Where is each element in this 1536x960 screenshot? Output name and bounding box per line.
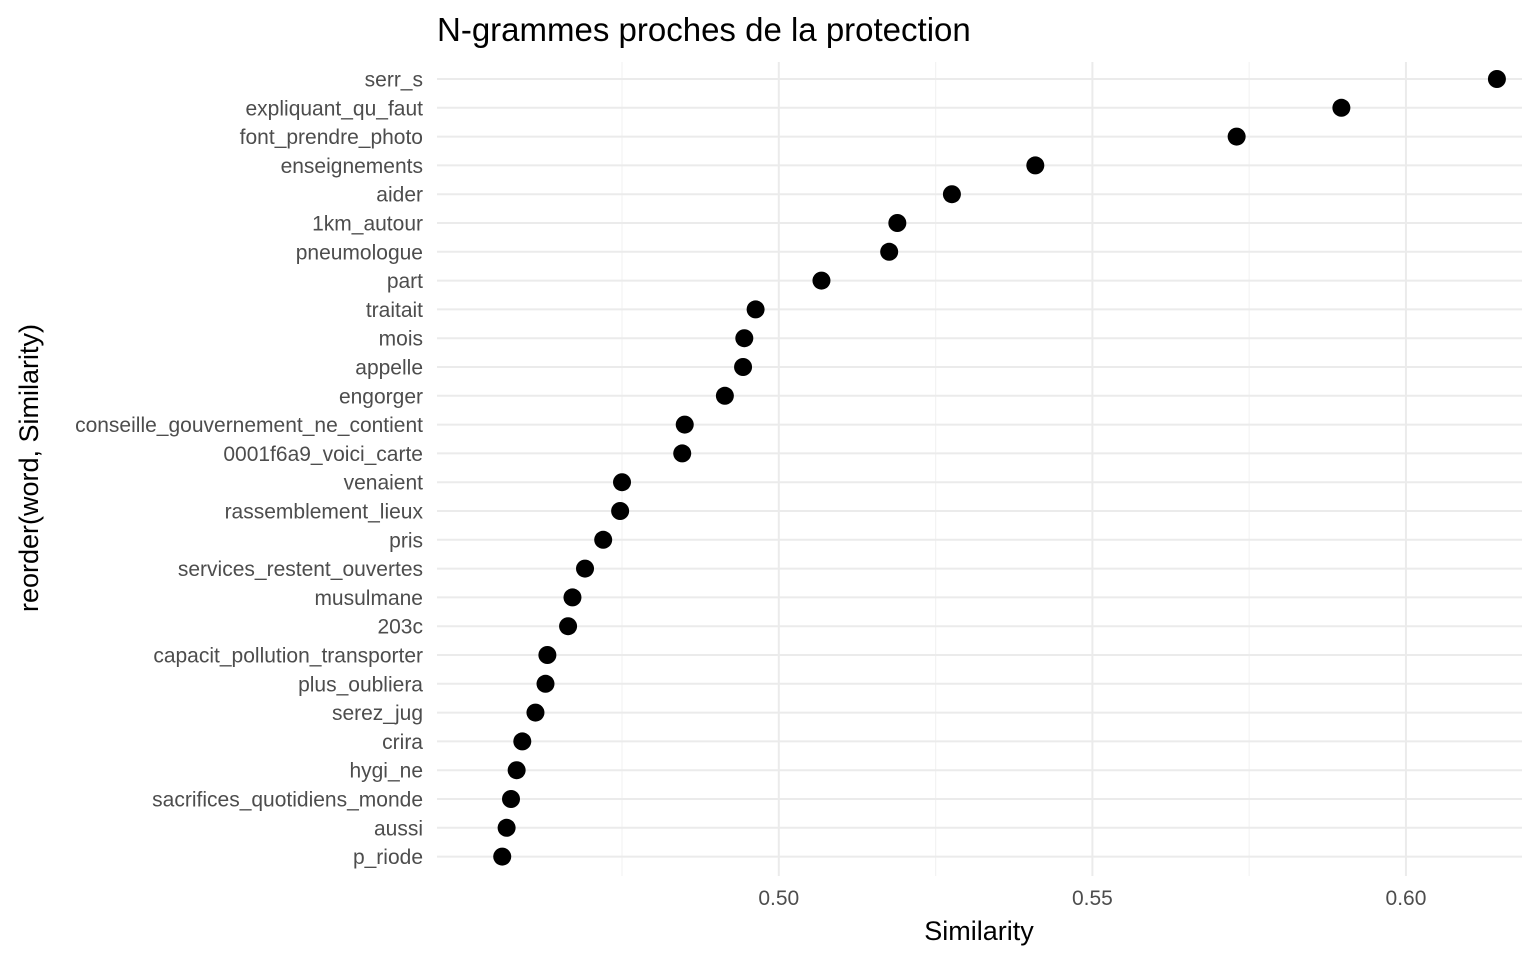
data-point xyxy=(735,329,754,348)
data-point xyxy=(576,559,595,578)
x-tick-label: 0.55 xyxy=(1072,887,1113,910)
data-point xyxy=(502,790,521,808)
data-point xyxy=(526,703,545,722)
y-tick-label: traitait xyxy=(366,299,423,322)
data-point xyxy=(880,242,899,261)
data-point xyxy=(497,818,516,837)
y-tick-label: conseille_gouvernement_ne_contient xyxy=(75,414,423,437)
y-tick-labels: serr_s expliquant_qu_faut font_prendre_pho… xyxy=(75,69,423,870)
data-point xyxy=(1332,98,1351,117)
data-point xyxy=(715,386,734,405)
y-axis-title: reorder(word, Similarity) xyxy=(14,324,44,612)
data-point xyxy=(746,300,765,319)
y-tick-label: aussi xyxy=(374,817,423,840)
data-point xyxy=(1026,156,1045,175)
y-tick-label: aider xyxy=(376,184,423,207)
data-point xyxy=(1227,127,1246,146)
grid-lines xyxy=(437,62,1522,876)
y-tick-label: crira xyxy=(382,731,423,754)
y-tick-label: 203c xyxy=(377,616,423,639)
x-axis-title: Similarity xyxy=(924,916,1034,946)
data-point xyxy=(611,502,630,520)
data-point xyxy=(536,674,555,693)
data-point xyxy=(594,530,613,549)
y-tick-label: capacit_pollution_transporter xyxy=(153,645,423,668)
y-tick-label: p_riode xyxy=(353,846,423,869)
y-tick-label: sacrifices_quotidiens_monde xyxy=(152,789,423,812)
y-tick-label: serez_jug xyxy=(332,702,423,725)
data-point xyxy=(559,617,578,636)
y-tick-label: 1km_autour xyxy=(312,213,423,236)
y-tick-label: venaient xyxy=(344,472,424,495)
data-point xyxy=(613,473,632,492)
chart-title: N-grammes proches de la protection xyxy=(437,11,971,48)
x-tick-labels: 0.50 0.55 0.60 xyxy=(758,887,1426,910)
data-point xyxy=(812,271,831,290)
data-point xyxy=(493,847,512,866)
data-point xyxy=(888,214,907,232)
data-point xyxy=(734,358,753,376)
data-point xyxy=(563,588,582,607)
x-tick-label: 0.50 xyxy=(758,887,799,910)
data-point xyxy=(673,444,692,463)
y-tick-label: hygi_ne xyxy=(349,760,423,783)
y-tick-label: appelle xyxy=(355,357,423,380)
y-tick-label: 0001f6a9_voici_carte xyxy=(223,443,423,466)
data-point xyxy=(538,646,557,664)
y-tick-label: part xyxy=(387,270,423,293)
x-tick-label: 0.60 xyxy=(1386,887,1427,910)
y-tick-label: pris xyxy=(389,529,423,552)
data-point xyxy=(513,732,532,751)
y-tick-label: font_prendre_photo xyxy=(240,126,423,149)
y-tick-label: mois xyxy=(379,328,423,351)
y-tick-label: expliquant_qu_faut xyxy=(246,97,424,120)
y-tick-label: rassemblement_lieux xyxy=(225,501,424,524)
data-point xyxy=(675,415,694,434)
data-point xyxy=(1487,70,1506,88)
y-tick-label: pneumologue xyxy=(296,241,423,264)
y-tick-label: services_restent_ouvertes xyxy=(178,558,423,581)
data-points xyxy=(493,70,1506,866)
y-tick-label: musulmane xyxy=(314,587,423,610)
data-point xyxy=(507,761,526,780)
y-tick-label: plus_oubliera xyxy=(298,673,423,696)
y-tick-label: serr_s xyxy=(365,69,423,92)
y-tick-label: enseignements xyxy=(281,155,423,178)
data-point xyxy=(942,185,961,204)
y-tick-label: engorger xyxy=(339,385,423,408)
